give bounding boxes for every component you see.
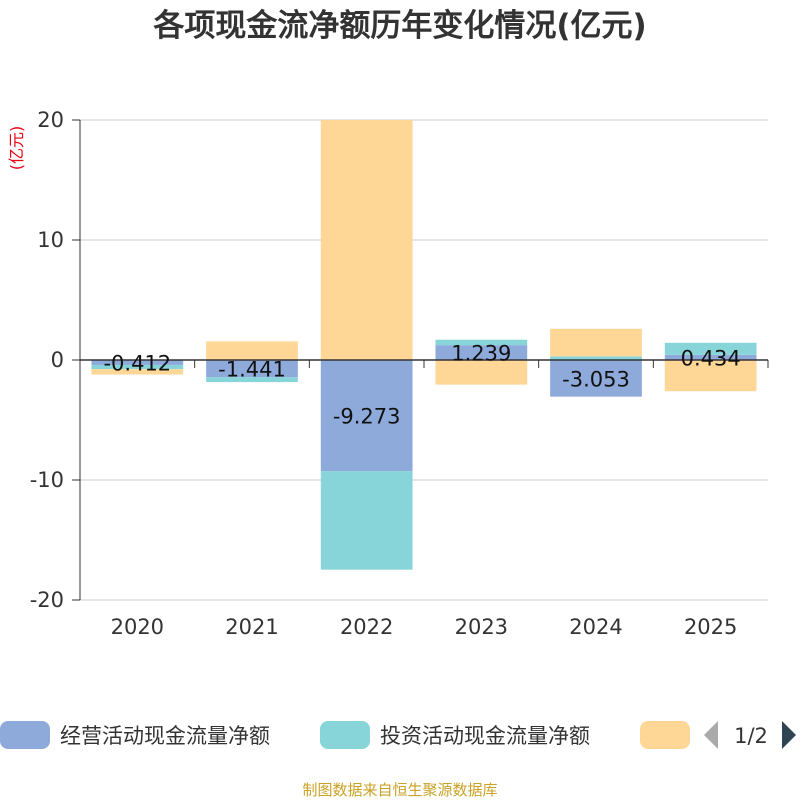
bar-segment-2021-0 <box>206 360 298 378</box>
y-tick-label: -10 <box>30 468 64 492</box>
bar-segment-2023-0 <box>435 345 528 360</box>
y-tick-label: 20 <box>37 108 64 132</box>
bar-segment-2020-1 <box>91 364 184 370</box>
x-tick-label: 2023 <box>455 615 508 639</box>
x-tick-label: 2025 <box>684 615 737 639</box>
bar-segment-2023-1 <box>435 339 528 346</box>
y-tick-label: 0 <box>51 348 64 372</box>
axes: 20 10 0 -10 -20 2020 2021 2022 2023 2024 2025 <box>30 108 769 639</box>
legend-swatch-0[interactable] <box>0 721 50 749</box>
x-tick-label: 2024 <box>569 615 622 639</box>
bar-segment-2022-0 <box>320 360 413 472</box>
chart-title: 各项现金流净额历年变化情况(亿元) <box>152 8 646 44</box>
legend: 经营活动现金流量净额 投资活动现金流量净额 1/2 <box>0 721 796 749</box>
y-axis-label: (亿元) <box>7 126 26 171</box>
legend-swatch-1[interactable] <box>320 721 370 749</box>
y-tick-label: 10 <box>37 228 64 252</box>
data-label-2024: -3.053 <box>562 367 630 391</box>
x-tick-label: 2022 <box>340 615 393 639</box>
data-label-2022: -9.273 <box>333 405 401 429</box>
data-label-2025: 0.434 <box>681 346 741 370</box>
bar-segment-2025-2 <box>664 360 757 392</box>
x-tick-label: 2020 <box>111 615 164 639</box>
bar-segment-2025-0 <box>664 354 757 360</box>
bar-segment-2025-1 <box>664 342 757 355</box>
source-note: 制图数据来自恒生聚源数据库 <box>302 781 497 799</box>
bar-segment-2021-2 <box>206 341 298 360</box>
bars <box>91 120 757 570</box>
legend-label-0[interactable]: 经营活动现金流量净额 <box>60 724 270 748</box>
legend-next-icon[interactable] <box>782 721 796 749</box>
bar-segment-2024-1 <box>550 356 642 360</box>
bar-segment-2020-0 <box>91 360 184 365</box>
data-label-2020: -0.412 <box>103 351 171 375</box>
bar-segment-2022-1 <box>320 471 413 570</box>
data-labels: -0.412 -1.441 -9.273 1.239 -3.053 0.434 <box>103 342 740 429</box>
legend-prev-icon[interactable] <box>704 721 718 749</box>
y-tick-label: -20 <box>30 588 64 612</box>
bar-segment-2022-2 <box>320 120 413 360</box>
data-label-2021: -1.441 <box>218 358 286 382</box>
bar-segment-2023-2 <box>435 360 528 385</box>
bar-segment-2021-1 <box>206 377 298 383</box>
legend-page-indicator: 1/2 <box>734 724 768 748</box>
legend-label-1[interactable]: 投资活动现金流量净额 <box>380 724 590 748</box>
data-label-2023: 1.239 <box>451 342 511 366</box>
bar-segment-2024-2 <box>550 328 642 357</box>
bar-segment-2024-0 <box>550 360 642 397</box>
bar-segment-2020-2 <box>91 369 184 375</box>
x-tick-label: 2021 <box>225 615 278 639</box>
legend-swatch-2[interactable] <box>640 721 690 749</box>
